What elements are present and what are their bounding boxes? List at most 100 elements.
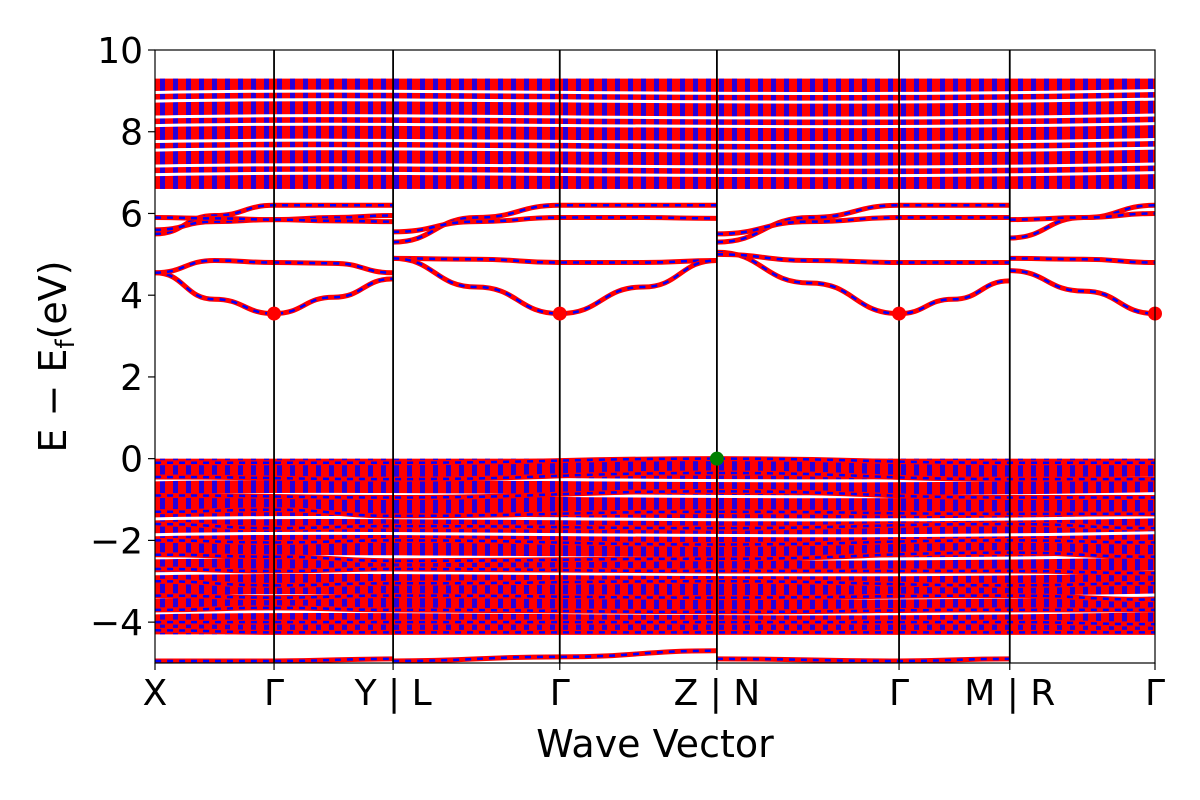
band-gap-line bbox=[154, 146, 1156, 153]
band-line-11 bbox=[716, 202, 1010, 245]
cbm-marker-0 bbox=[267, 306, 282, 321]
spin-down-stripe bbox=[927, 78, 932, 189]
spin-down-stripe bbox=[290, 78, 295, 189]
spin-down-stripe bbox=[381, 458, 386, 635]
spin-down-stripe bbox=[524, 458, 529, 635]
spin-down-stripe bbox=[316, 458, 321, 635]
x-tick-label: Γ bbox=[1145, 673, 1165, 714]
spin-down-stripe bbox=[563, 458, 568, 635]
band-gap-line bbox=[154, 531, 1156, 538]
spin-down-stripe bbox=[238, 458, 243, 635]
spin-down-stripe bbox=[823, 78, 828, 189]
spin-down-stripe bbox=[1057, 458, 1062, 635]
cbm-marker-1 bbox=[552, 306, 567, 321]
spin-down-stripe bbox=[914, 78, 919, 189]
spin-down-stripe bbox=[784, 78, 789, 189]
spin-down-stripe bbox=[1070, 78, 1075, 189]
band-gap-line bbox=[154, 171, 1156, 178]
spin-down-stripe bbox=[277, 458, 282, 635]
spin-down-stripe bbox=[407, 78, 412, 189]
spin-down-stripe bbox=[290, 458, 295, 635]
spin-down-stripe bbox=[862, 458, 867, 635]
spin-down-stripe bbox=[251, 458, 256, 635]
x-tick-label: X bbox=[143, 673, 168, 714]
spin-down-stripe bbox=[810, 78, 815, 189]
spin-down-stripe bbox=[1031, 458, 1036, 635]
band-line-spin-down-11 bbox=[716, 204, 1010, 244]
spin-down-stripe bbox=[433, 458, 438, 635]
band-line-spin-down-19 bbox=[154, 490, 1155, 499]
spin-down-stripe bbox=[615, 458, 620, 635]
spin-down-stripe bbox=[1109, 458, 1114, 635]
spin-down-stripe bbox=[576, 458, 581, 635]
spin-down-stripe bbox=[758, 78, 763, 189]
spin-down-stripe bbox=[446, 458, 451, 635]
spin-down-stripe bbox=[394, 458, 399, 635]
spin-down-stripe bbox=[511, 78, 516, 189]
band-edge-markers-layer bbox=[267, 306, 1162, 466]
spin-down-stripe bbox=[719, 78, 724, 189]
spin-down-stripe bbox=[1018, 458, 1023, 635]
spin-down-stripe bbox=[823, 458, 828, 635]
band-continuum-layer bbox=[154, 78, 1156, 635]
spin-down-stripe bbox=[849, 458, 854, 635]
spin-down-stripe bbox=[485, 78, 490, 189]
y-axis: −4 −2 0 2 4 6 8 10 bbox=[90, 31, 155, 644]
band-line-spin-down-30 bbox=[393, 649, 717, 663]
band-line-spin-down-32 bbox=[716, 657, 1010, 663]
band-line-spin-down-16 bbox=[1009, 212, 1156, 221]
spin-down-stripe bbox=[225, 78, 230, 189]
spin-down-stripe bbox=[420, 458, 425, 635]
spin-down-stripe bbox=[771, 78, 776, 189]
spin-down-stripe bbox=[1031, 78, 1036, 189]
y-tick-label: 10 bbox=[97, 31, 143, 72]
x-tick-label: M | R bbox=[964, 673, 1055, 714]
spin-down-stripe bbox=[888, 78, 893, 189]
spin-down-stripe bbox=[888, 458, 893, 635]
band-line-spin-down-4 bbox=[154, 216, 394, 223]
spin-down-stripe bbox=[940, 458, 945, 635]
spin-down-stripe bbox=[1057, 78, 1062, 189]
spin-down-stripe bbox=[849, 78, 854, 189]
spin-down-stripe bbox=[667, 78, 672, 189]
x-axis-title: Wave Vector bbox=[536, 722, 774, 766]
spin-down-stripe bbox=[1109, 78, 1114, 189]
spin-down-stripe bbox=[602, 458, 607, 635]
band-line-spin-down-18 bbox=[154, 471, 1155, 481]
spin-down-stripe bbox=[836, 78, 841, 189]
spin-down-stripe bbox=[212, 458, 217, 635]
band-line-spin-down-3 bbox=[154, 214, 394, 232]
spin-down-stripe bbox=[1135, 458, 1140, 635]
band-line-spin-down-9 bbox=[716, 251, 1010, 315]
spin-down-stripe bbox=[498, 78, 503, 189]
spin-down-stripe bbox=[160, 458, 165, 635]
spin-down-stripe bbox=[1005, 458, 1010, 635]
band-line-spin-down-6 bbox=[393, 257, 717, 315]
spin-down-stripe bbox=[212, 78, 217, 189]
spin-down-stripe bbox=[173, 458, 178, 635]
spin-down-stripe bbox=[1044, 78, 1049, 189]
band-gap-line bbox=[154, 97, 1156, 104]
spin-down-stripe bbox=[628, 78, 633, 189]
spin-down-stripe bbox=[706, 78, 711, 189]
band-line-spin-down-10 bbox=[716, 253, 1010, 264]
spin-down-stripe bbox=[1070, 458, 1075, 635]
spin-down-stripe bbox=[901, 458, 906, 635]
y-axis-title-unit: (eV) bbox=[31, 260, 75, 339]
spin-down-stripe bbox=[459, 458, 464, 635]
spin-down-stripe bbox=[1135, 78, 1140, 189]
spin-down-stripe bbox=[914, 458, 919, 635]
spin-down-stripe bbox=[472, 78, 477, 189]
band-gap-line bbox=[154, 122, 1156, 129]
vbm-marker-4 bbox=[709, 451, 724, 466]
spin-down-stripe bbox=[1044, 458, 1049, 635]
spin-down-stripe bbox=[537, 78, 542, 189]
spin-down-stripe bbox=[186, 78, 191, 189]
y-tick-label: 0 bbox=[120, 440, 143, 481]
spin-down-stripe bbox=[316, 78, 321, 189]
spin-down-stripe bbox=[420, 78, 425, 189]
spin-down-stripe bbox=[875, 78, 880, 189]
spin-down-stripe bbox=[342, 458, 347, 635]
spin-down-stripe bbox=[394, 78, 399, 189]
spin-down-stripe bbox=[1005, 78, 1010, 189]
